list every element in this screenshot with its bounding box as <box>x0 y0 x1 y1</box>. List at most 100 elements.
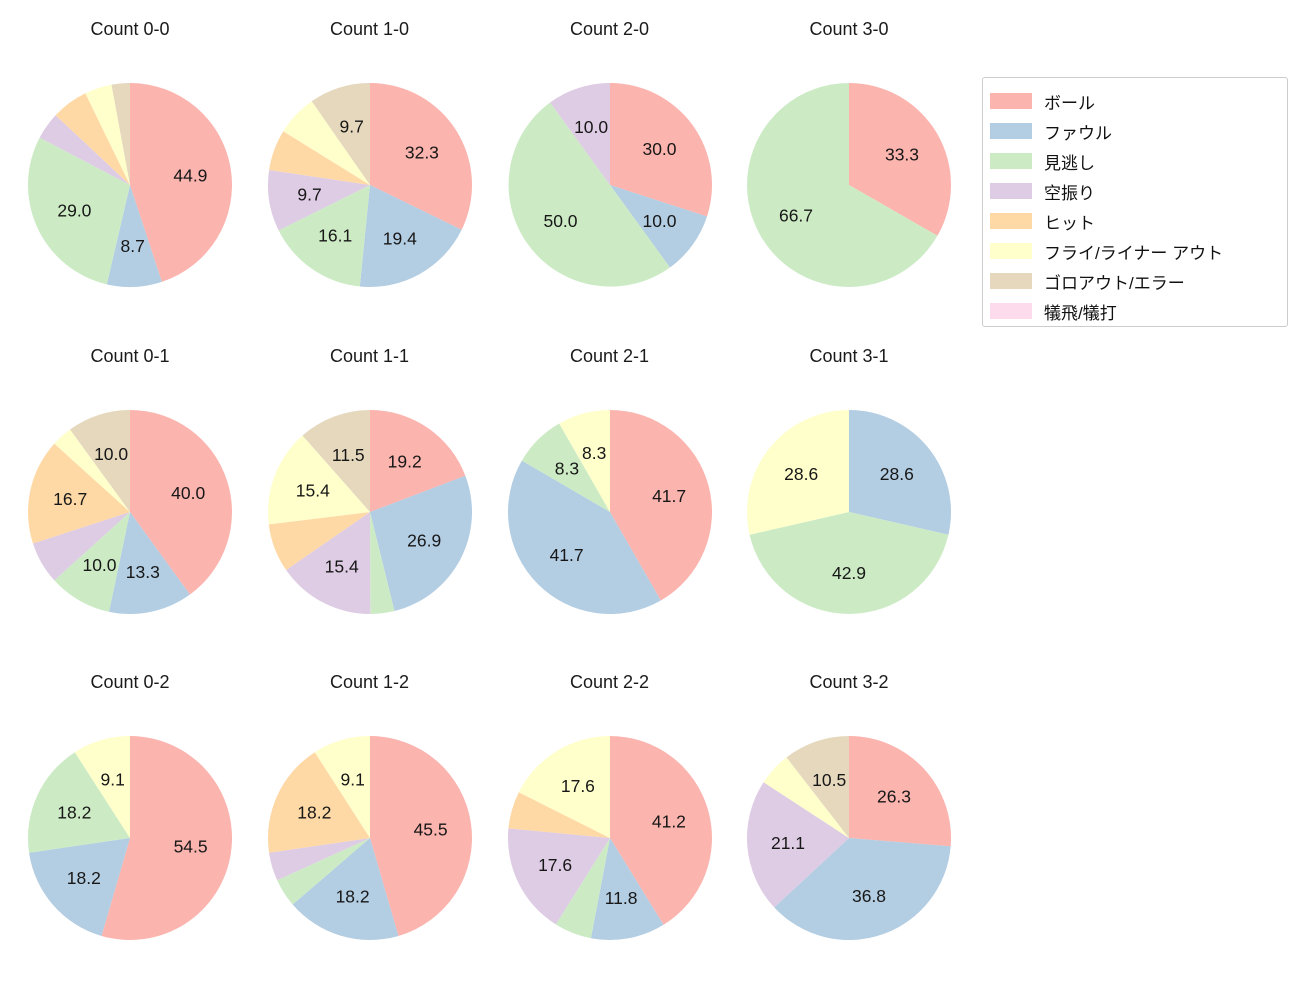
pie-slice-0 <box>369 83 472 230</box>
chart-title: Count 2-1 <box>569 346 650 366</box>
legend-label: ボール <box>1044 93 1095 113</box>
pie-slice-label: 28.6 <box>784 464 818 484</box>
pie-slice-0 <box>369 410 465 512</box>
pie-slice-0 <box>130 83 233 282</box>
chart-title: Count 1-1 <box>329 346 410 366</box>
pie-slice-1 <box>369 475 472 612</box>
pie-slice-label: 19.2 <box>387 452 421 472</box>
legend-item: フライ/ライナー アウト <box>983 236 1287 266</box>
chart-title: Count 1-2 <box>329 672 410 692</box>
pie-slice-4 <box>268 512 370 571</box>
pie-slice-0 <box>609 410 712 601</box>
pie-slice-0 <box>849 83 951 236</box>
pie-slice-label: 21.1 <box>771 833 805 853</box>
pie-slice-label: 32.3 <box>404 143 438 163</box>
legend-label: ゴロアウト/エラー <box>1044 273 1185 293</box>
pie-slice-label: 15.4 <box>295 480 329 500</box>
legend-item: ゴロアウト/エラー <box>983 266 1287 296</box>
legend-swatch-icon <box>990 213 1032 229</box>
pie-slice-3 <box>267 170 370 231</box>
pie-slice-label: 66.7 <box>779 206 813 226</box>
pie-slice-label: 9.7 <box>297 185 321 205</box>
legend-item: 犠飛/犠打 <box>983 296 1287 326</box>
pie-chart-count-2-1: Count 2-1 41.7 41.7 8.3 8.3 <box>505 345 715 617</box>
pie-slice-label: 29.0 <box>57 201 91 221</box>
chart-title: Count 2-0 <box>569 19 650 39</box>
pie-slice-5 <box>282 101 370 185</box>
pie-slice-4 <box>268 131 370 185</box>
pie-slice-label: 8.3 <box>554 459 578 479</box>
pie-slice-label: 54.5 <box>174 837 208 857</box>
pie-slice-0 <box>609 83 712 217</box>
pie-slice-3 <box>558 410 610 512</box>
pie-slice-0 <box>849 410 951 535</box>
pie-slice-4 <box>507 792 610 838</box>
pie-slice-label: 45.5 <box>413 819 447 839</box>
pie-slice-label: 50.0 <box>543 211 577 231</box>
chart-title: Count 0-2 <box>90 672 170 692</box>
pie-svg: 40.0 13.3 10.0 16.7 10.0 <box>27 410 232 615</box>
chart-title: Count 3-0 <box>809 19 889 39</box>
legend-label: ファウル <box>1044 123 1112 143</box>
legend-item: ヒット <box>983 206 1287 236</box>
pie-svg: 33.3 66.7 <box>746 83 951 287</box>
pie-slice-label: 18.2 <box>335 887 369 907</box>
legend-item: 空振り <box>983 176 1287 206</box>
pie-slice-label: 44.9 <box>173 165 207 185</box>
pie-slice-0 <box>130 410 232 595</box>
pie-chart-count-0-1: Count 0-1 40.0 13.3 10.0 16.7 10.0 <box>25 345 235 617</box>
pie-slice-6 <box>311 83 370 185</box>
pie-slice-5 <box>54 429 131 512</box>
pie-slice-3 <box>285 512 370 615</box>
pie-slice-label: 8.3 <box>582 443 606 463</box>
pie-chart-count-1-0: Count 1-0 32.3 19.4 16.1 9.7 9.7 <box>265 18 475 290</box>
pie-slice-1 <box>774 838 951 941</box>
legend-item: ファウル <box>983 116 1287 146</box>
pie-slice-label: 16.1 <box>318 225 352 245</box>
legend-label: 見逃し <box>1044 153 1095 173</box>
pie-slice-2 <box>746 782 849 908</box>
pie-slice-4 <box>27 443 130 544</box>
pie-slice-3 <box>39 115 130 185</box>
pie-chart-count-1-2: Count 1-2 45.5 18.2 18.2 9.1 <box>265 671 475 943</box>
pie-slice-label: 41.7 <box>652 486 686 506</box>
pie-svg: 44.9 8.7 29.0 <box>27 83 233 287</box>
pie-slice-4 <box>55 93 131 185</box>
pie-slice-5 <box>85 84 130 185</box>
pie-slice-label: 13.3 <box>126 562 160 582</box>
pie-slice-0 <box>369 736 472 936</box>
pie-slice-label: 26.9 <box>407 530 441 550</box>
pie-slice-4 <box>267 752 370 853</box>
pie-chart-count-3-1: Count 3-1 28.6 42.9 28.6 <box>744 345 954 617</box>
pie-slice-label: 10.0 <box>94 444 128 464</box>
pie-slice-2 <box>521 423 610 512</box>
legend-swatch-icon <box>990 93 1032 109</box>
pie-svg: 41.7 41.7 8.38.3 <box>507 410 712 614</box>
pie-slice-label: 33.3 <box>885 144 919 164</box>
pie-slice-6 <box>301 410 370 512</box>
pie-slice-4 <box>786 736 849 838</box>
pie-slice-3 <box>32 512 130 581</box>
pie-slice-2 <box>27 137 131 285</box>
pie-slice-label: 10.5 <box>812 770 846 790</box>
pie-svg: 41.2 11.8 17.6 17.6 <box>507 736 712 940</box>
pie-slice-3 <box>549 83 610 185</box>
legend: ボールファウル見逃し空振り ヒット フライ/ライナー アウトゴロアウト/エラー犠飛/… <box>982 77 1288 327</box>
pie-slice-1 <box>359 185 462 288</box>
pie-slice-label: 8.7 <box>121 236 145 256</box>
legend-swatch-icon <box>990 153 1032 169</box>
pie-slice-label: 30.0 <box>642 139 676 159</box>
pie-slice-label: 40.0 <box>171 483 205 503</box>
pie-slice-2 <box>508 102 670 287</box>
pie-slice-0 <box>609 736 712 925</box>
chart-title: Count 2-2 <box>569 672 650 692</box>
pie-slice-label: 11.8 <box>604 888 637 908</box>
pie-slice-2 <box>276 838 370 905</box>
pie-slice-0 <box>101 736 232 940</box>
legend-swatch-icon <box>990 273 1032 289</box>
pie-slice-6 <box>111 83 130 185</box>
pie-slice-label: 18.2 <box>297 803 331 823</box>
pie-slice-3 <box>74 736 130 838</box>
chart-title: Count 0-0 <box>90 19 170 39</box>
